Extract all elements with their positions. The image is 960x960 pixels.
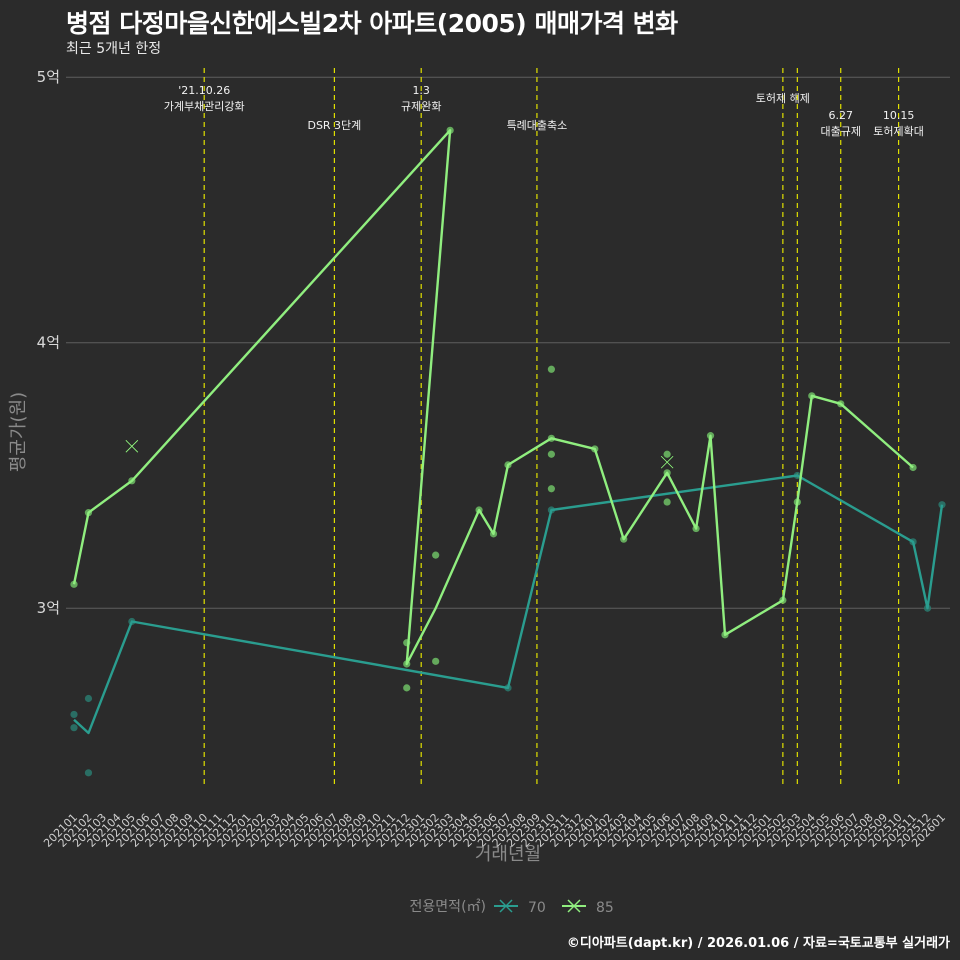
series-line-70 — [73, 474, 944, 735]
event-annotation: 규제완화 — [401, 100, 441, 113]
event-annotation: DSR 3단계 — [307, 119, 361, 132]
event-annotation: '21.10.26 — [178, 84, 230, 97]
cancelled-marker-85 — [660, 455, 674, 469]
event-annotation: 6.27 — [828, 109, 853, 122]
y-axis-title: 평균가(원) — [8, 392, 29, 472]
event-annotation: 토허제 해제 — [756, 91, 810, 105]
data-point-70 — [70, 710, 78, 719]
x-axis-title: 거래년월 — [475, 844, 541, 865]
series-line-85 — [72, 129, 914, 666]
legend-key-85 — [562, 899, 586, 913]
legend-label-85: 85 — [596, 900, 614, 916]
grid-layer — [66, 76, 950, 609]
y-tick-label: 3억 — [37, 599, 60, 617]
data-point-85 — [547, 450, 556, 458]
legend-marker — [567, 899, 581, 913]
legend-key-70 — [494, 899, 518, 913]
event-annotation: 특례대출축소 — [507, 119, 568, 132]
cancelled-marker-stroke — [660, 455, 674, 469]
legend-label-70: 70 — [528, 900, 546, 916]
event-annotation: 가계부채관리강화 — [164, 100, 245, 113]
data-point-70 — [938, 501, 946, 509]
source-caption: ©디아파트(dapt.kr) / 2026.01.06 / 자료=국토교통부 실… — [566, 936, 950, 951]
event-annotation: 대출규제 — [820, 125, 860, 138]
data-point-85 — [547, 485, 556, 493]
data-point-85 — [547, 365, 556, 373]
chart-title: 병점 다정마을신한에스빌2차 아파트(2005) 매매가격 변화 — [66, 9, 678, 38]
legend: 전용면적(㎡) 70 85 — [410, 899, 614, 916]
data-point-85 — [663, 450, 671, 458]
data-point-85 — [663, 498, 671, 506]
legend-title: 전용면적(㎡) — [410, 899, 486, 915]
data-point-70 — [84, 694, 93, 703]
event-annotation: 1.3 — [412, 84, 430, 97]
event-annotation: 토허제확대 — [873, 125, 924, 138]
y-tick-label: 4억 — [37, 334, 60, 352]
data-point-85 — [432, 551, 440, 559]
series-layer — [70, 126, 946, 777]
cancelled-marker-85 — [125, 439, 139, 453]
data-point-70 — [70, 724, 78, 732]
chart-subtitle: 최근 5개년 한정 — [66, 41, 162, 57]
y-tick-label: 5억 — [37, 68, 60, 86]
event-annotation: 10.15 — [883, 109, 915, 122]
data-point-70 — [84, 769, 93, 777]
cancelled-marker-stroke — [125, 439, 139, 453]
data-point-85 — [70, 580, 78, 588]
axes: 3억4억5억2021012021022021032021042021052021… — [8, 68, 948, 865]
data-point-85 — [432, 657, 440, 665]
legend-marker — [499, 899, 513, 913]
data-point-85 — [403, 684, 411, 692]
